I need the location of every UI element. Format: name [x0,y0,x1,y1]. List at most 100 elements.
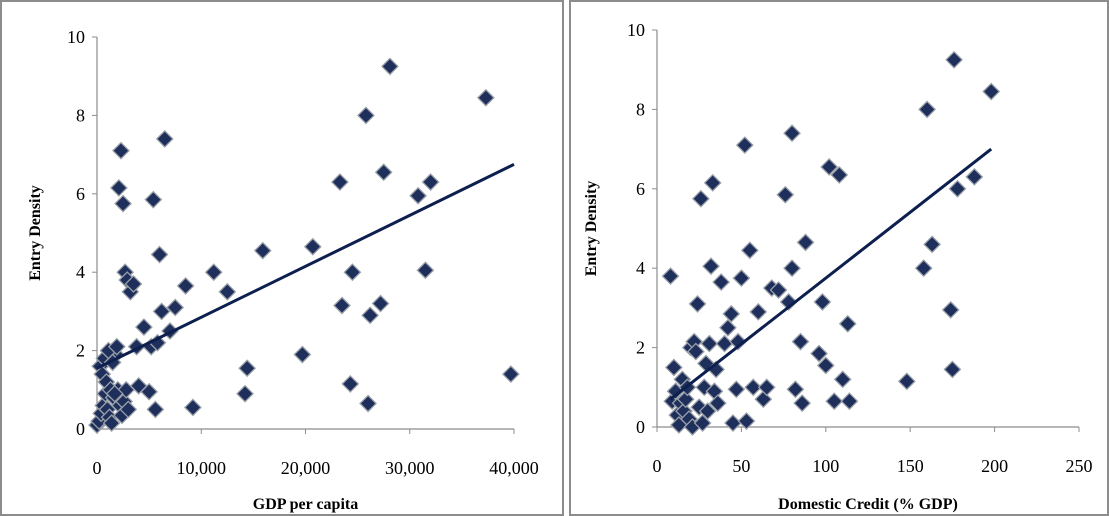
data-point [341,375,360,393]
data-point [724,414,742,432]
data-point [948,179,967,198]
data-point [119,400,138,419]
y-tick-label: 0 [76,419,85,439]
data-point [703,173,722,192]
data-point [238,359,257,378]
data-point [676,390,695,409]
data-point [708,394,727,413]
data-point [840,392,859,411]
data-point [718,318,737,337]
data-point [183,398,202,417]
data-point [923,235,942,254]
y-tick-label: 8 [636,99,645,119]
data-point [357,106,375,125]
data-point [744,378,763,397]
data-point [114,194,132,213]
data-point [686,342,705,361]
data-point [293,345,312,364]
data-point [359,394,377,413]
data-point [914,259,933,278]
data-point [107,337,126,356]
data-point [146,400,165,419]
data-point [664,358,683,377]
data-point [343,263,362,282]
data-point [729,332,747,351]
y-tick-label: 6 [76,184,85,204]
data-point [102,414,121,433]
data-point [737,412,756,430]
data-point [749,302,768,321]
data-point [943,360,962,379]
y-tick-label: 10 [627,20,645,40]
data-point [112,141,130,160]
data-point [897,372,916,391]
data-point [155,130,174,148]
data-point [124,275,143,293]
x-axis-label: Domestic Credit (% GDP) [778,496,958,513]
y-tick-label: 2 [76,341,85,361]
data-point [166,298,185,317]
data-point [779,293,798,311]
x-tick-label: 100 [812,456,839,476]
data-point [965,167,984,186]
panel-separator [564,0,569,516]
data-point [421,173,440,191]
data-point [330,173,349,191]
data-point [150,245,169,264]
x-tick-label: 30,000 [385,458,435,478]
data-point [712,273,731,292]
data-point [982,82,1001,101]
y-tick-label: 0 [636,417,645,437]
y-tick-label: 2 [636,338,645,358]
data-point [722,304,741,323]
data-point [740,241,759,260]
data-point [381,57,399,76]
data-point [830,165,849,184]
data-point [698,402,717,421]
x-tick-label: 0 [653,456,662,476]
data-point [702,257,720,276]
data-point [816,356,835,375]
x-tick-label: 150 [897,456,924,476]
x-tick-label: 200 [981,456,1008,476]
data-point [501,365,520,384]
scatter-chart-gdp: 0 2 4 6 8 10 0 10,000 20,000 30,000 40,000 GDP per … [27,27,539,513]
data-point [693,414,712,432]
data-point [941,300,960,319]
data-point [176,277,195,295]
data-point [409,186,428,205]
chart-panel-gdp: 0 2 4 6 8 10 0 10,000 20,000 30,000 40,000 GDP per … [0,0,564,516]
data-point [236,384,254,403]
data-point [374,163,393,182]
data-point [303,237,322,256]
x-tick-label: 50 [732,456,750,476]
y-tick-label: 6 [636,179,645,199]
data-point [700,334,719,353]
data-point [152,302,171,321]
data-point [820,158,839,176]
data-point [786,380,805,399]
data-point [727,380,746,399]
data-point [144,190,163,209]
data-point [735,136,754,155]
data-point [361,306,380,325]
x-axis-label: GDP per capita [253,496,358,513]
data-point [918,100,936,119]
data-point [109,179,128,197]
data-point [105,384,124,403]
data-point [783,259,801,278]
trend-line [669,147,993,401]
data-point [838,314,857,333]
x-tick-label: 0 [93,458,102,478]
data-point [253,241,272,260]
chart-panel-credit: 0 2 4 6 8 10 0 50 100 150 200 250 Domestic Credit (%… [569,0,1109,516]
trend-line [96,163,515,370]
data-point [791,332,810,351]
data-point [757,378,776,397]
x-tick-label: 40,000 [489,458,539,478]
data-point [218,282,237,301]
y-tick-label: 4 [76,262,85,282]
data-point [204,263,223,282]
y-axis-label: Entry Density [27,185,44,281]
